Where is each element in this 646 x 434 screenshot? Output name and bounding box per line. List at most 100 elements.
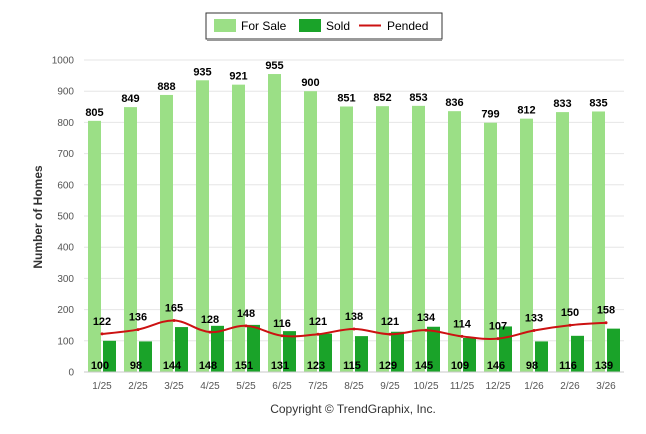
y-tick-label: 600 [57, 180, 74, 191]
data-label-pended: 121 [381, 316, 399, 328]
y-tick-label: 0 [68, 368, 74, 379]
bar-sold [319, 333, 332, 372]
y-tick-label: 500 [57, 212, 74, 223]
bar-sold [175, 327, 188, 372]
bar-for-sale [340, 106, 353, 372]
data-label-sold: 146 [487, 360, 505, 372]
copyright-footer: Copyright © TrendGraphix, Inc. [270, 402, 436, 416]
legend: For Sale Sold Pended [205, 12, 443, 41]
data-label-for-sale: 851 [337, 92, 355, 104]
data-label-for-sale: 835 [589, 97, 607, 109]
data-label-pended: 128 [201, 314, 219, 326]
bar-sold [211, 325, 224, 372]
axes: 0 100 200 300 400 500 600 700 800 900 1000 1/25 2/25… [52, 56, 624, 392]
data-label-pended: 138 [345, 311, 363, 323]
data-label-for-sale: 955 [265, 60, 283, 72]
data-label-for-sale: 833 [553, 98, 571, 110]
bar-for-sale [124, 107, 137, 372]
data-label-sold: 98 [130, 360, 142, 372]
x-tick-label: 1/25 [92, 381, 112, 392]
x-tick-label: 7/25 [308, 381, 328, 392]
pended-point [604, 321, 608, 325]
pended-point [208, 330, 212, 334]
data-label-pended: 121 [309, 316, 327, 328]
pended-point [100, 332, 104, 336]
x-tick-label: 12/25 [485, 381, 510, 392]
bar-for-sale [592, 111, 605, 372]
pended-point [424, 328, 428, 332]
data-label-sold: 100 [91, 360, 109, 372]
data-label-for-sale: 888 [157, 81, 175, 93]
y-axis-title: Number of Homes [31, 165, 45, 269]
pended-point [388, 332, 392, 336]
y-tick-label: 100 [57, 336, 74, 347]
x-tick-label: 11/25 [450, 381, 475, 392]
data-label-for-sale: 921 [229, 71, 247, 83]
bar-for-sale [88, 120, 101, 372]
pended-point [172, 319, 176, 323]
pended-point [532, 329, 536, 333]
bar-sold [103, 340, 116, 372]
data-label-sold: 123 [307, 360, 325, 372]
data-label-pended: 116 [273, 318, 291, 330]
x-tick-label: 9/25 [380, 381, 400, 392]
bar-for-sale [448, 111, 461, 372]
x-tick-label: 1/26 [524, 381, 544, 392]
data-label-pended: 122 [93, 316, 111, 328]
x-tick-label: 10/25 [413, 381, 438, 392]
data-label-pended: 134 [417, 312, 436, 324]
data-labels: 805 100 849 98 888 144 935 148 921 151 955 131 900 12… [85, 60, 615, 372]
data-label-pended: 165 [165, 303, 183, 315]
bar-sold [355, 336, 368, 372]
legend-swatch-sold [299, 19, 321, 32]
data-label-sold: 148 [199, 360, 217, 372]
data-label-for-sale: 900 [301, 77, 319, 89]
bar-sold [607, 328, 620, 372]
data-label-sold: 145 [415, 360, 433, 372]
x-tick-label: 3/25 [164, 381, 184, 392]
legend-swatch-for-sale [214, 19, 236, 32]
bar-for-sale [520, 118, 533, 372]
data-label-pended: 107 [489, 321, 507, 333]
pended-point [244, 324, 248, 328]
x-tick-label: 6/25 [272, 381, 292, 392]
legend-label-sold: Sold [326, 19, 350, 33]
gridlines [84, 59, 624, 342]
x-tick-label: 4/25 [200, 381, 220, 392]
data-label-sold: 144 [163, 360, 182, 372]
bar-for-sale [232, 84, 245, 372]
x-tick-label: 2/25 [128, 381, 148, 392]
data-label-for-sale: 935 [193, 66, 211, 78]
pended-point [496, 337, 500, 341]
bar-sold [283, 331, 296, 372]
bars [88, 74, 620, 373]
pended-point [352, 327, 356, 331]
data-label-sold: 151 [235, 360, 253, 372]
y-tick-label: 700 [57, 149, 74, 160]
y-tick-label: 200 [57, 305, 74, 316]
data-label-pended: 148 [237, 308, 255, 320]
bar-sold [571, 335, 584, 372]
data-label-for-sale: 812 [517, 105, 535, 117]
bar-for-sale [556, 112, 569, 372]
x-tick-label: 8/25 [344, 381, 364, 392]
data-label-for-sale: 805 [85, 107, 103, 119]
legend-label-for-sale: For Sale [241, 19, 287, 33]
x-tick-label: 2/26 [560, 381, 580, 392]
pended-point [460, 334, 464, 338]
y-tick-label: 1000 [52, 56, 75, 67]
bar-for-sale [196, 80, 209, 372]
bar-sold [427, 326, 440, 372]
data-label-for-sale: 853 [409, 92, 427, 104]
data-label-pended: 133 [525, 313, 543, 325]
data-label-sold: 129 [379, 360, 397, 372]
data-label-for-sale: 799 [481, 109, 499, 121]
data-label-sold: 109 [451, 360, 469, 372]
data-label-pended: 150 [561, 307, 579, 319]
y-tick-label: 400 [57, 243, 74, 254]
y-tick-label: 300 [57, 274, 74, 285]
bar-for-sale [376, 106, 389, 373]
bar-sold [535, 341, 548, 372]
